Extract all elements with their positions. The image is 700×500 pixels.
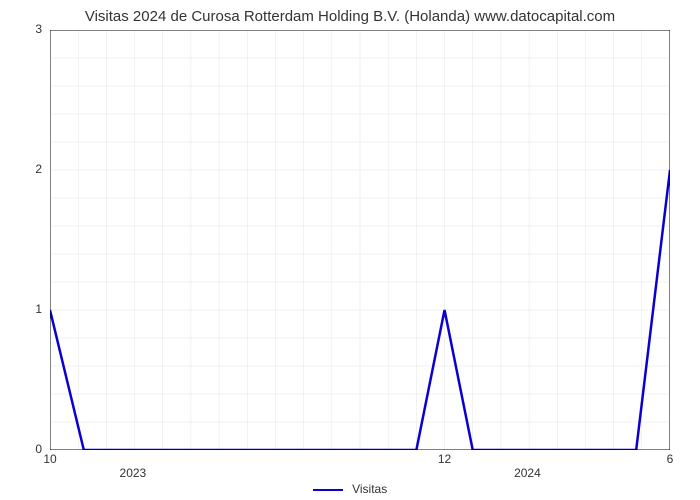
x-tick-label: 12 <box>435 452 455 466</box>
y-tick-label: 1 <box>22 302 42 316</box>
x-year-label: 2023 <box>120 466 147 480</box>
plot-svg <box>50 30 670 450</box>
chart-container: Visitas 2024 de Curosa Rotterdam Holding… <box>0 0 700 500</box>
y-tick-label: 0 <box>22 442 42 456</box>
legend: Visitas <box>0 482 700 496</box>
x-tick-label: 6 <box>660 452 680 466</box>
legend-line <box>313 489 343 491</box>
plot-area <box>50 30 670 450</box>
y-tick-label: 2 <box>22 162 42 176</box>
x-year-label: 2024 <box>514 466 541 480</box>
legend-label: Visitas <box>352 482 387 496</box>
chart-title: Visitas 2024 de Curosa Rotterdam Holding… <box>0 8 700 25</box>
x-tick-label: 10 <box>40 452 60 466</box>
y-tick-label: 3 <box>22 22 42 36</box>
